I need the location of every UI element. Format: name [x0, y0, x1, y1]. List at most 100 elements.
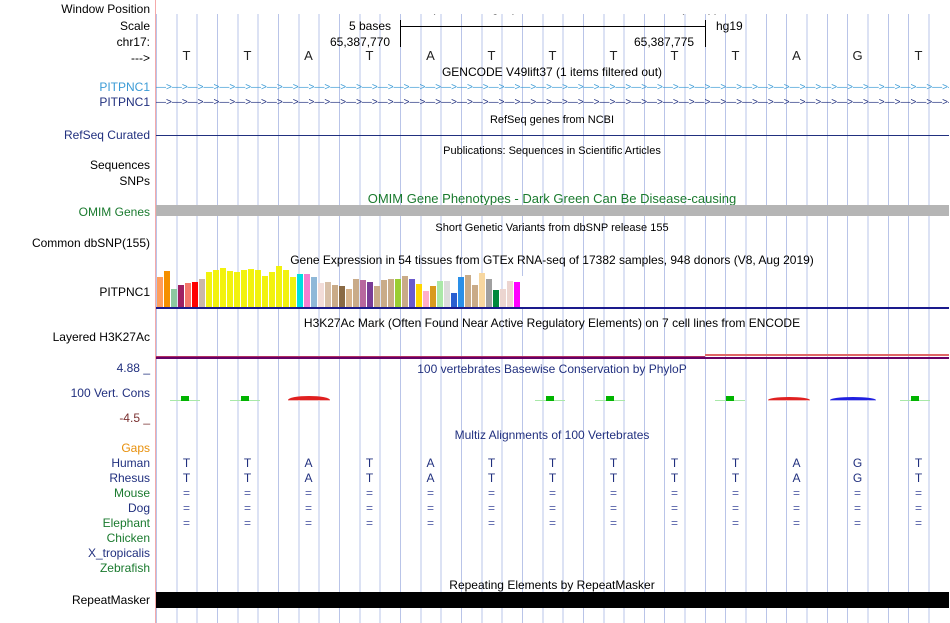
gtex-tissue-bar[interactable]	[339, 286, 345, 307]
gtex-tissue-bar[interactable]	[374, 286, 380, 307]
alignment-base: T	[365, 456, 374, 470]
gtex-tissue-bar[interactable]	[206, 272, 212, 307]
gtex-tissue-bar[interactable]	[458, 277, 464, 307]
refseq-curated-label[interactable]: RefSeq Curated	[63, 128, 150, 142]
gtex-tissue-bar[interactable]	[353, 279, 359, 307]
alignment-base: T	[182, 456, 191, 470]
gtex-tissue-bar[interactable]	[297, 274, 303, 307]
conservation-peak[interactable]	[768, 397, 810, 400]
gtex-tissue-bar[interactable]	[192, 282, 198, 307]
sequence-base: T	[670, 48, 679, 63]
gtex-tissue-bar[interactable]	[234, 272, 240, 307]
gtex-tissue-bar[interactable]	[290, 277, 296, 307]
gtex-tissue-bar[interactable]	[276, 266, 282, 307]
conservation-peak[interactable]	[288, 396, 330, 400]
species-label-chicken[interactable]: Chicken	[106, 531, 150, 545]
omim-genes-label[interactable]: OMIM Genes	[78, 205, 150, 219]
species-label-human[interactable]: Human	[111, 456, 150, 470]
gtex-gene-label[interactable]: PITPNC1	[99, 285, 150, 299]
phylop-min-value: -4.5 _	[119, 411, 150, 425]
gtex-tissue-bar[interactable]	[346, 289, 352, 307]
gtex-tissue-bar[interactable]	[423, 291, 429, 307]
gencode-label-2[interactable]: PITPNC1	[99, 95, 150, 109]
gtex-tissue-bar[interactable]	[507, 281, 513, 307]
gtex-tissue-bar[interactable]	[199, 279, 205, 307]
species-label-gaps[interactable]: Gaps	[121, 441, 150, 455]
gtex-tissue-bar[interactable]	[262, 276, 268, 307]
publications-label-snps[interactable]: SNPs	[119, 174, 150, 188]
gtex-tissue-bar[interactable]	[241, 270, 247, 307]
gtex-tissue-bar[interactable]	[444, 281, 450, 307]
gtex-tissue-bar[interactable]	[388, 279, 394, 307]
repeatmasker-feature-bar[interactable]	[156, 592, 949, 608]
conservation-peak[interactable]	[830, 397, 876, 400]
gtex-tissue-bar[interactable]	[220, 268, 226, 307]
conservation-peak[interactable]	[606, 396, 614, 401]
gtex-tissue-bar[interactable]	[409, 279, 415, 307]
gtex-tissue-bar[interactable]	[283, 270, 289, 307]
species-label-rhesus[interactable]: Rhesus	[109, 471, 150, 485]
gtex-tissue-bar[interactable]	[402, 276, 408, 307]
alignment-base: T	[365, 471, 374, 485]
gtex-tissue-bar[interactable]	[255, 270, 261, 307]
conservation-peak[interactable]	[241, 396, 249, 401]
gtex-tissue-bar[interactable]	[430, 286, 436, 307]
gtex-tissue-bar[interactable]	[437, 281, 443, 307]
gtex-tissue-bar[interactable]	[416, 284, 422, 307]
species-label-elephant[interactable]: Elephant	[102, 516, 150, 530]
gtex-tissue-bar[interactable]	[248, 269, 254, 307]
repeatmasker-label[interactable]: RepeatMasker	[71, 593, 150, 607]
layered-h3k27ac-label[interactable]: Layered H3K27Ac	[52, 330, 150, 344]
gtex-tissue-bar[interactable]	[521, 276, 527, 307]
gtex-tissue-bar[interactable]	[164, 271, 170, 307]
gtex-tissue-bar[interactable]	[325, 282, 331, 307]
gtex-tissue-bar[interactable]	[318, 283, 324, 307]
gtex-tissue-bar[interactable]	[528, 277, 534, 307]
species-label-dog[interactable]: Dog	[127, 501, 150, 515]
species-label-mouse[interactable]: Mouse	[113, 486, 150, 500]
gencode-transcript-2[interactable]: —>—>—>—>—>—>—>—>—>—>—>—>—>—>—>—>—>—>—>—>…	[156, 97, 949, 108]
gtex-tissue-bar[interactable]	[500, 289, 506, 307]
gtex-tissue-bar[interactable]	[269, 272, 275, 307]
gtex-tissue-bar[interactable]	[304, 274, 310, 307]
gtex-tissue-bar[interactable]	[395, 279, 401, 307]
gtex-tissue-bar[interactable]	[367, 282, 373, 307]
alignment-base: =	[853, 501, 861, 515]
gtex-tissue-bar[interactable]	[171, 289, 177, 307]
species-label-x-tropicalis[interactable]: X_tropicalis	[87, 546, 150, 560]
gtex-tissue-bar[interactable]	[311, 277, 317, 307]
conservation-peak[interactable]	[726, 396, 734, 401]
gencode-label-1[interactable]: PITPNC1	[99, 80, 150, 94]
gtex-tissue-bar[interactable]	[157, 277, 163, 307]
alignment-base: T	[487, 456, 496, 470]
gtex-tissue-bar[interactable]	[486, 279, 492, 307]
publications-label-sequences[interactable]: Sequences	[89, 158, 150, 172]
gtex-tissue-bar[interactable]	[360, 280, 366, 307]
alignment-base: =	[914, 486, 922, 500]
alignment-base: =	[365, 486, 373, 500]
gtex-tissue-bar[interactable]	[381, 280, 387, 307]
gtex-tissue-bar[interactable]	[213, 270, 219, 307]
gtex-tissue-bar[interactable]	[514, 282, 520, 307]
gtex-tissue-bar[interactable]	[479, 273, 485, 307]
conservation-peak[interactable]	[181, 396, 189, 401]
gtex-tissue-bar[interactable]	[227, 271, 233, 307]
refseq-feature-line[interactable]	[156, 135, 949, 136]
sequence-base: T	[914, 48, 923, 63]
gtex-tissue-bar[interactable]	[493, 290, 499, 307]
gtex-tissue-bar[interactable]	[472, 285, 478, 307]
omim-gene-feature-bar[interactable]	[156, 205, 949, 216]
gtex-tissue-bar[interactable]	[178, 285, 184, 307]
conservation-peak[interactable]	[911, 396, 919, 401]
gencode-transcript-1[interactable]: —>—>—>—>—>—>—>—>—>—>—>—>—>—>—>—>—>—>—>—>…	[156, 82, 949, 93]
gtex-tissue-bar[interactable]	[451, 293, 457, 307]
gtex-tissue-bar[interactable]	[465, 275, 471, 307]
common-dbsnp-label[interactable]: Common dbSNP(155)	[31, 236, 150, 250]
phylop-track-label[interactable]: 100 Vert. Cons	[70, 386, 150, 400]
gtex-expression-barchart[interactable]	[157, 266, 537, 307]
assembly-short-label: hg19	[716, 19, 743, 33]
conservation-peak[interactable]	[546, 396, 554, 401]
gtex-tissue-bar[interactable]	[332, 285, 338, 307]
species-label-zebrafish[interactable]: Zebrafish	[99, 561, 150, 575]
gtex-tissue-bar[interactable]	[185, 283, 191, 307]
